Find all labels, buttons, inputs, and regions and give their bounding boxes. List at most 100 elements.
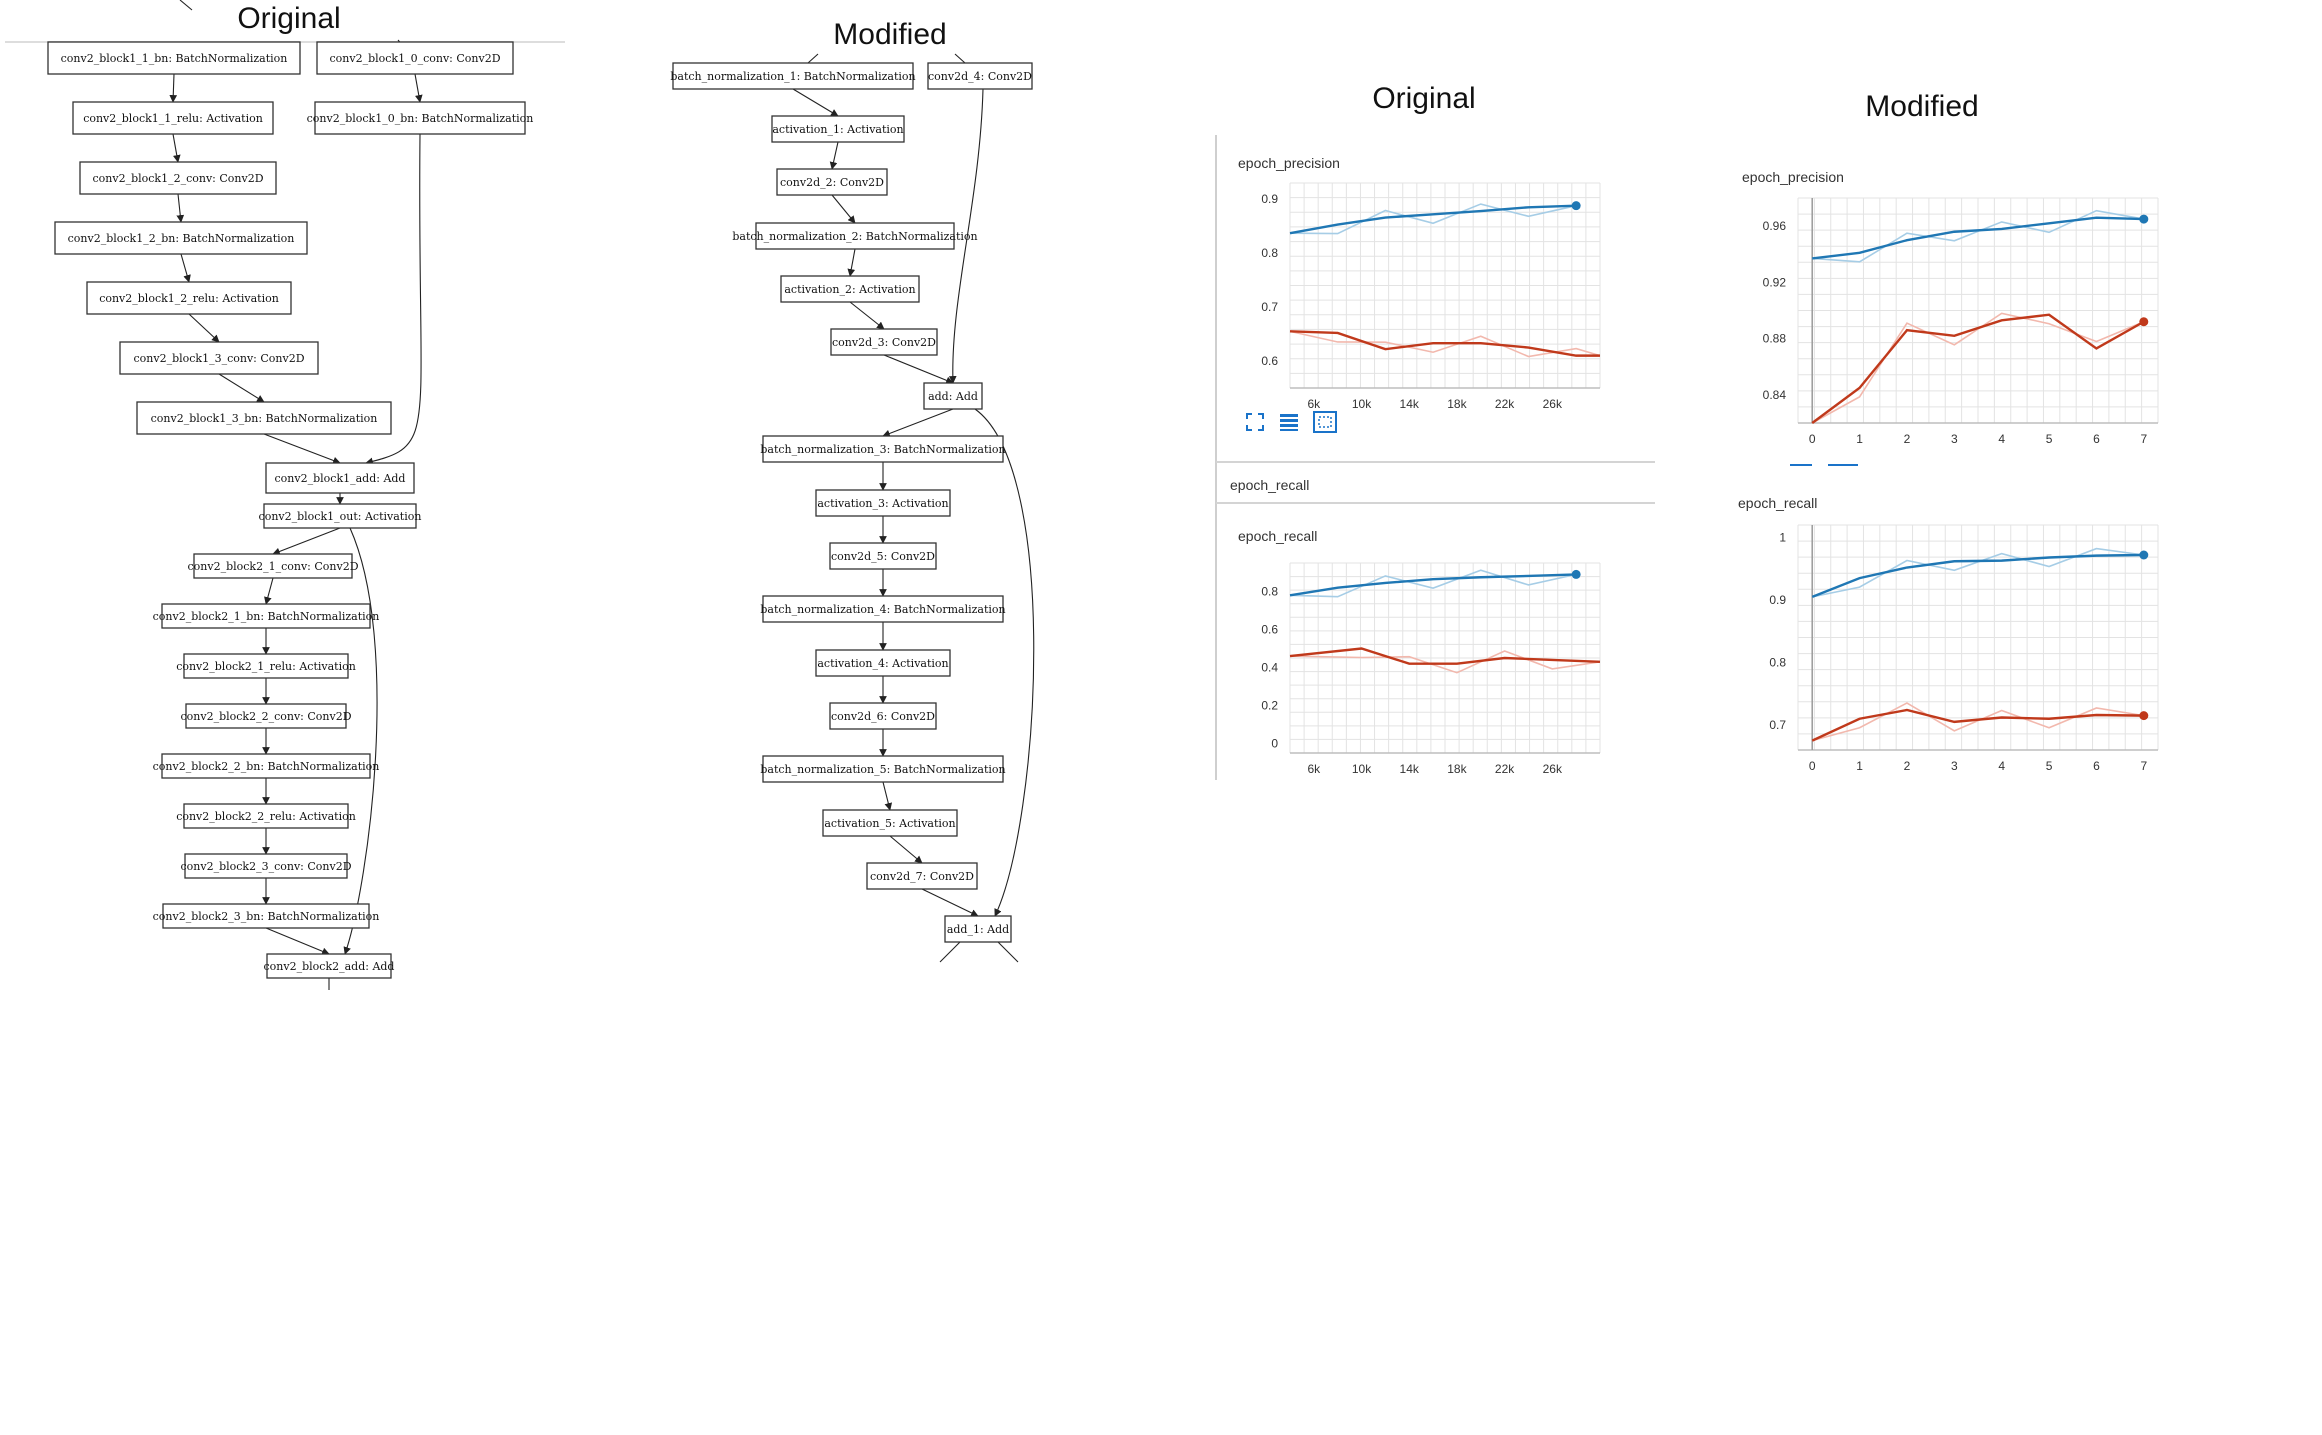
edge-arrow bbox=[921, 888, 979, 917]
graph-node: batch_normalization_1: BatchNormalizatio… bbox=[670, 62, 916, 90]
y-tick-label: 0.2 bbox=[1261, 699, 1278, 713]
node-label: activation_2: Activation bbox=[784, 283, 915, 296]
edge-arrow bbox=[847, 248, 856, 277]
graph-node: conv2d_2: Conv2D bbox=[776, 168, 888, 196]
node-label: batch_normalization_2: BatchNormalizatio… bbox=[732, 230, 977, 243]
x-tick-label: 7 bbox=[2140, 759, 2147, 773]
graph-node: conv2_block1_1_bn: BatchNormalization bbox=[47, 41, 301, 75]
node-label: conv2_block2_2_conv: Conv2D bbox=[180, 710, 351, 723]
y-tick-label: 0.92 bbox=[1763, 275, 1787, 289]
node-label: conv2_block1_out: Activation bbox=[259, 510, 422, 523]
node-label: batch_normalization_3: BatchNormalizatio… bbox=[760, 443, 1005, 456]
node-label: conv2_block1_3_conv: Conv2D bbox=[133, 352, 304, 365]
edge-arrow bbox=[265, 927, 330, 955]
node-box bbox=[815, 649, 951, 677]
node-label: conv2_block2_2_bn: BatchNormalization bbox=[153, 760, 380, 773]
x-tick-label: 7 bbox=[2140, 432, 2147, 446]
node-label: activation_5: Activation bbox=[824, 817, 955, 830]
edge-arrow bbox=[882, 781, 893, 811]
raw-series-line bbox=[1289, 203, 1577, 235]
y-tick-label: 0.6 bbox=[1261, 354, 1278, 368]
graph-node: activation_3: Activation bbox=[815, 489, 951, 517]
node-label: batch_normalization_4: BatchNormalizatio… bbox=[760, 603, 1005, 616]
x-tick-label: 6 bbox=[2093, 432, 2100, 446]
list-icon[interactable] bbox=[1280, 414, 1298, 431]
y-tick-label: 0.9 bbox=[1769, 593, 1786, 607]
expand-icon[interactable] bbox=[1246, 413, 1264, 431]
node-box bbox=[927, 62, 1033, 90]
edge-arrow bbox=[792, 88, 839, 117]
graph-node: conv2_block1_1_relu: Activation bbox=[72, 101, 274, 135]
node-box bbox=[119, 341, 319, 375]
node-box bbox=[822, 809, 958, 837]
graph-node: conv2_block1_2_conv: Conv2D bbox=[79, 161, 277, 195]
edge-arrow bbox=[829, 141, 839, 170]
graph-node: activation_1: Activation bbox=[771, 115, 905, 143]
node-box bbox=[47, 41, 301, 75]
graph-node: activation_5: Activation bbox=[822, 809, 958, 837]
x-tick-label: 10k bbox=[1352, 397, 1372, 411]
mod-recall-chart: 0 1 2 3 4 5 6 7 1 0.9 0.8 0.7 bbox=[1769, 524, 2159, 773]
node-label: conv2_block1_0_bn: BatchNormalization bbox=[307, 112, 534, 125]
y-tick-label: 0.9 bbox=[1261, 192, 1278, 206]
edge-arrow bbox=[883, 354, 954, 384]
caption-original-graph: Original bbox=[237, 2, 340, 35]
graph-node: conv2_block2_1_conv: Conv2D bbox=[187, 553, 359, 579]
y-tick-label: 0.8 bbox=[1769, 656, 1786, 670]
x-tick-label: 0 bbox=[1809, 759, 1816, 773]
x-tick-label: 1 bbox=[1856, 432, 1863, 446]
graph-node: conv2_block2_add: Add bbox=[264, 953, 395, 979]
edge-arrow bbox=[414, 73, 423, 103]
graph-node: conv2_block2_2_conv: Conv2D bbox=[180, 703, 352, 729]
fit-icon[interactable] bbox=[1313, 411, 1337, 433]
graph-node: conv2_block1_0_bn: BatchNormalization bbox=[307, 101, 534, 135]
caption-original-charts: Original bbox=[1372, 82, 1475, 115]
y-tick-label: 0.7 bbox=[1261, 300, 1278, 314]
edge-layer bbox=[792, 53, 1035, 963]
edge-arrow bbox=[365, 133, 422, 466]
edge-arrow bbox=[948, 88, 984, 384]
node-box bbox=[79, 161, 277, 195]
node-label: conv2d_2: Conv2D bbox=[780, 176, 884, 189]
node-label: conv2_block2_add: Add bbox=[264, 960, 395, 973]
node-box bbox=[829, 542, 937, 570]
orig-recall-chart: 6k 10k 14k 18k 22k 26k 0.8 0.6 0.4 0.2 0 bbox=[1261, 562, 1601, 776]
graph-node: conv2_block1_out: Activation bbox=[259, 503, 422, 529]
node-label: batch_normalization_1: BatchNormalizatio… bbox=[670, 70, 915, 83]
edge-arrow bbox=[176, 193, 185, 223]
node-box bbox=[184, 853, 348, 879]
series-line bbox=[1812, 216, 2144, 260]
node-label: conv2_block1_add: Add bbox=[275, 472, 406, 485]
series-end-point bbox=[2139, 711, 2149, 721]
node-label: add: Add bbox=[928, 390, 978, 403]
node-box bbox=[316, 41, 514, 75]
modified-model-graph: batch_normalization_1: BatchNormalizatio… bbox=[670, 53, 1035, 963]
caption-modified-charts: Modified bbox=[1865, 90, 1978, 123]
node-label: conv2d_5: Conv2D bbox=[831, 550, 935, 563]
node-label: activation_3: Activation bbox=[817, 497, 948, 510]
edge-arrow bbox=[264, 577, 274, 605]
edge-arrow bbox=[974, 408, 1035, 917]
node-label: conv2_block2_1_conv: Conv2D bbox=[187, 560, 358, 573]
y-tick-label: 0 bbox=[1271, 737, 1278, 751]
graph-node: conv2_block1_2_relu: Activation bbox=[86, 281, 292, 315]
x-tick-label: 26k bbox=[1543, 762, 1563, 776]
x-tick-label: 22k bbox=[1495, 762, 1515, 776]
node-box bbox=[185, 703, 347, 729]
grid bbox=[1289, 182, 1601, 389]
graph-node: conv2_block2_3_bn: BatchNormalization bbox=[153, 903, 379, 929]
edge-stub bbox=[807, 53, 819, 64]
series-end-point bbox=[2139, 214, 2149, 224]
node-box bbox=[762, 435, 1004, 463]
node-box bbox=[183, 653, 349, 679]
x-tick-label: 26k bbox=[1543, 397, 1563, 411]
node-box bbox=[815, 489, 951, 517]
series-line bbox=[1811, 708, 2144, 742]
node-box bbox=[829, 702, 937, 730]
edge-arrow bbox=[180, 253, 191, 283]
node-label: conv2_block1_2_relu: Activation bbox=[99, 292, 279, 305]
y-tick-label: 1 bbox=[1779, 531, 1786, 545]
graph-node: batch_normalization_5: BatchNormalizatio… bbox=[760, 755, 1006, 783]
edge-stub bbox=[179, 0, 193, 11]
